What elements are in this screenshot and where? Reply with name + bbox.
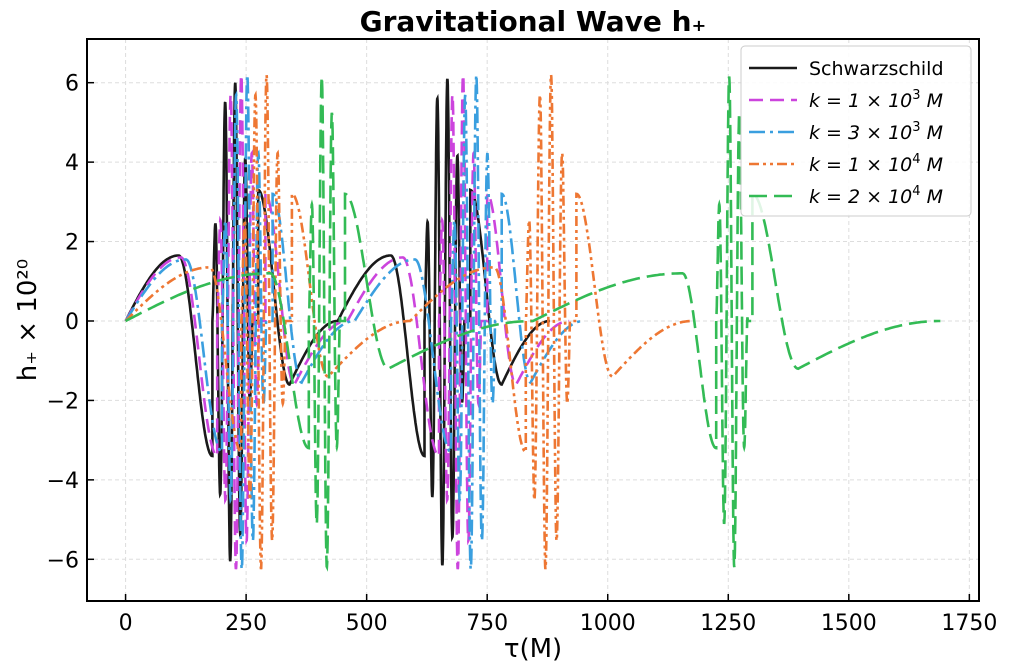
legend-label-1: k = 1 × 103 M [809, 88, 943, 112]
legend-label-4: k = 2 × 104 M [809, 184, 943, 208]
x-tick-label: 1750 [941, 611, 997, 636]
series-line-3 [124, 74, 693, 570]
y-tick-label: 2 [65, 231, 79, 256]
legend: Schwarzschild k = 1 × 103 M k = 3 × 103 M k… [740, 45, 972, 217]
y-tick-label: 0 [65, 310, 79, 335]
x-tick-label: 750 [466, 611, 508, 636]
chart-title: Gravitational Wave h₊ [360, 5, 707, 38]
x-tick-label: 1250 [700, 611, 756, 636]
legend-label-3: k = 1 × 104 M [809, 152, 943, 176]
y-tick-label: −2 [47, 389, 79, 414]
x-tick-label: 250 [225, 611, 267, 636]
ticks: 0 250 500 750 1000 1250 1500 1750 −6 −4 −2 0 2 4 6 [47, 72, 998, 636]
x-tick-label: 1500 [821, 611, 877, 636]
series-layer [124, 74, 941, 572]
x-tick-label: 0 [119, 611, 133, 636]
series-line-4 [124, 76, 941, 572]
legend-box [740, 45, 972, 217]
series-line-2 [124, 74, 584, 570]
y-axis-label: h₊ × 10²⁰ [13, 259, 43, 381]
series-line-0 [124, 78, 550, 566]
y-tick-label: −6 [47, 548, 79, 573]
y-tick-label: 6 [65, 72, 79, 97]
y-tick-label: 4 [65, 151, 79, 176]
x-axis-label: τ(M) [504, 634, 562, 664]
legend-label-2: k = 3 × 103 M [809, 120, 943, 144]
x-tick-label: 500 [346, 611, 388, 636]
legend-label-0: Schwarzschild [809, 58, 944, 80]
plot-area-frame [86, 38, 980, 602]
y-tick-label: −4 [47, 469, 79, 494]
x-tick-label: 1000 [580, 611, 636, 636]
